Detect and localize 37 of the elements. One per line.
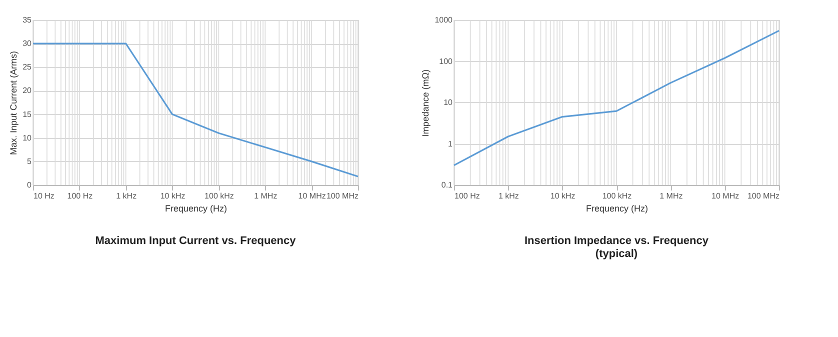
text: Maximum Input Current vs. Frequency <box>95 235 297 247</box>
y-axis-title: Max. Input Current (Arms) <box>8 50 19 156</box>
y-tick-label: 1 <box>448 139 454 148</box>
y-tick-label: 0 <box>27 180 32 190</box>
x-tick-label: 100 Hz <box>67 192 93 200</box>
x-tick-label: 1 kHz <box>498 192 519 200</box>
x-tick-label: 10 kHz <box>160 192 186 200</box>
y-tick-label: 5 <box>27 156 32 166</box>
x-tick-label: 100 MHz <box>747 192 780 200</box>
y-tick-label: 30 <box>22 39 32 48</box>
text: (typical) <box>595 248 638 260</box>
x-tick-label: 1 MHz <box>254 192 278 200</box>
y-tick-label: 10 <box>22 133 32 142</box>
x-axis-title: Frequency (Hz) <box>586 204 648 214</box>
text: Insertion Impedance vs. Frequency <box>524 235 710 247</box>
x-tick-label: 10 MHz <box>298 192 326 200</box>
line-series <box>32 42 359 178</box>
x-tick-label: 10 MHz <box>712 192 740 200</box>
x-tick-label: 100 MHz <box>326 192 358 200</box>
x-tick-label: 10 kHz <box>550 192 576 200</box>
x-tick-label: 100 kHz <box>602 192 632 200</box>
y-tick-label: 100 <box>439 56 454 66</box>
y-axis-title: Impedance (mΩ) <box>420 69 431 137</box>
x-tick-label: 100 Hz <box>454 192 480 200</box>
y-tick-label: 1000 <box>434 16 454 24</box>
x-tick-label: 1 MHz <box>660 192 683 200</box>
x-tick-label: 10 Hz <box>34 192 54 200</box>
y-tick-label: 10 <box>444 98 454 107</box>
y-tick-label: 20 <box>22 86 32 96</box>
line-series <box>453 30 780 166</box>
y-tick-label: 15 <box>22 110 32 119</box>
y-tick-label: 35 <box>22 16 32 24</box>
x-tick-label: 100 kHz <box>204 192 234 200</box>
y-tick-label: 0.1 <box>441 180 454 190</box>
x-axis-title: Frequency (Hz) <box>164 204 228 214</box>
y-tick-label: 25 <box>22 62 32 72</box>
x-tick-label: 1 kHz <box>116 192 137 200</box>
